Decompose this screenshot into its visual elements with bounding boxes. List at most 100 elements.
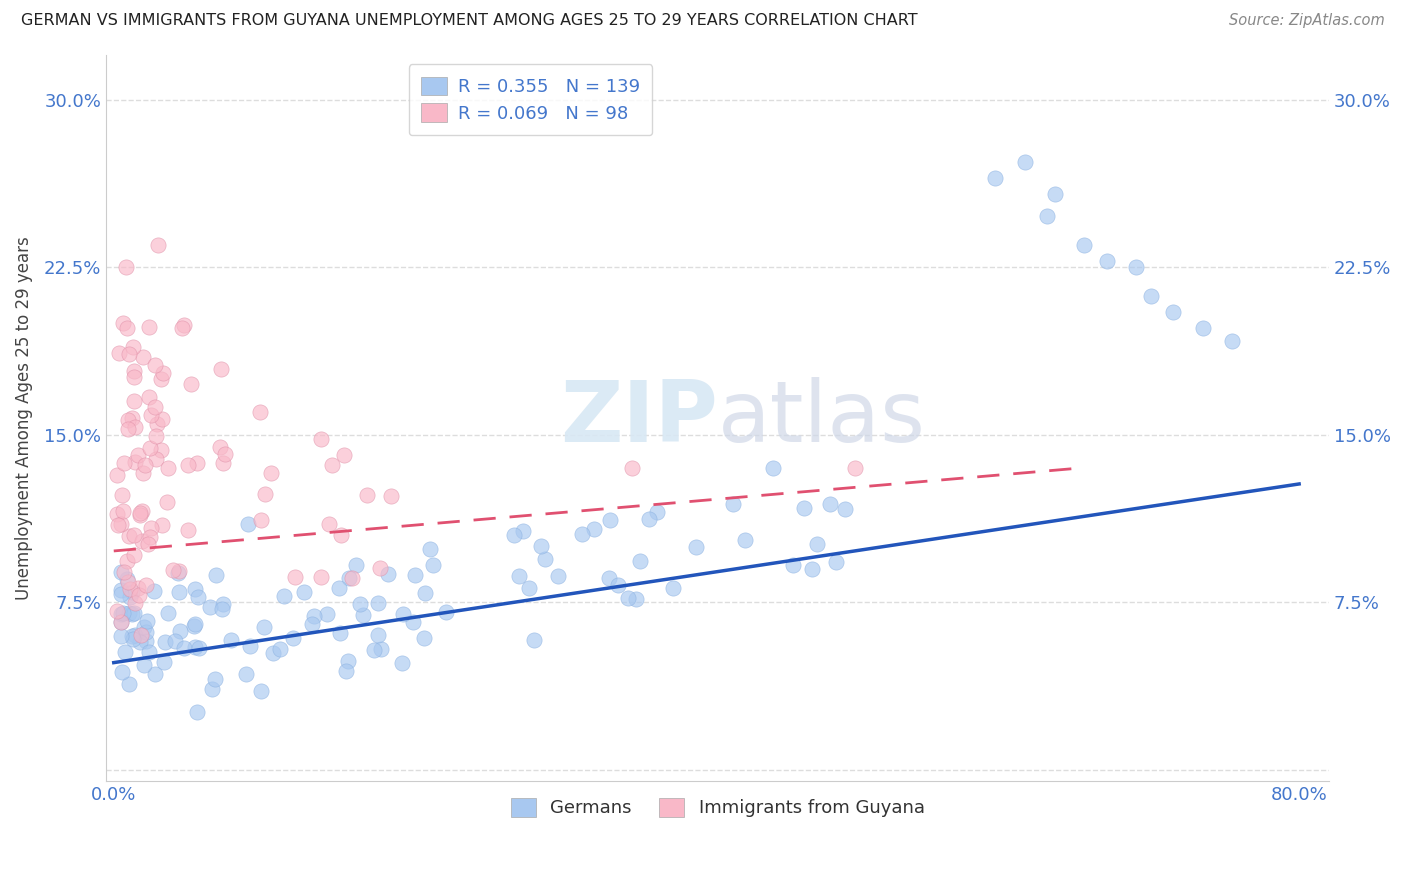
- Point: [111, 665, 134, 679]
- Point: [167, 585, 190, 599]
- Point: [1222, 334, 1244, 348]
- Point: [134, 657, 156, 672]
- Y-axis label: Unemployment Among Ages 25 to 29 years: Unemployment Among Ages 25 to 29 years: [15, 236, 32, 600]
- Text: Source: ZipAtlas.com: Source: ZipAtlas.com: [1229, 13, 1385, 29]
- Point: [530, 539, 553, 553]
- Point: [167, 566, 190, 581]
- Point: [523, 633, 546, 648]
- Point: [352, 607, 374, 622]
- Point: [110, 615, 132, 629]
- Point: [281, 631, 304, 645]
- Point: [273, 590, 295, 604]
- Point: [321, 458, 343, 473]
- Point: [503, 527, 526, 541]
- Point: [404, 568, 426, 582]
- Point: [112, 316, 135, 330]
- Point: [150, 443, 173, 458]
- Point: [571, 527, 593, 541]
- Point: [121, 585, 143, 599]
- Point: [356, 488, 378, 502]
- Point: [129, 506, 152, 520]
- Point: [249, 405, 271, 419]
- Point: [139, 409, 162, 423]
- Point: [150, 517, 173, 532]
- Point: [413, 631, 436, 645]
- Point: [624, 591, 647, 606]
- Point: [208, 440, 231, 454]
- Point: [621, 461, 644, 475]
- Point: [645, 505, 668, 519]
- Point: [122, 632, 145, 646]
- Point: [110, 615, 132, 630]
- Point: [143, 358, 166, 372]
- Text: GERMAN VS IMMIGRANTS FROM GUYANA UNEMPLOYMENT AMONG AGES 25 TO 29 YEARS CORRELAT: GERMAN VS IMMIGRANTS FROM GUYANA UNEMPLO…: [21, 13, 918, 29]
- Point: [156, 495, 179, 509]
- Point: [209, 361, 232, 376]
- Point: [422, 558, 444, 572]
- Point: [318, 517, 340, 532]
- Point: [131, 504, 153, 518]
- Point: [122, 606, 145, 620]
- Point: [157, 461, 180, 475]
- Point: [129, 628, 152, 642]
- Point: [110, 583, 132, 598]
- Point: [124, 364, 146, 378]
- Point: [301, 616, 323, 631]
- Point: [801, 562, 824, 576]
- Point: [107, 518, 129, 533]
- Point: [184, 582, 207, 597]
- Point: [155, 635, 177, 649]
- Point: [377, 567, 399, 582]
- Point: [599, 513, 621, 527]
- Point: [150, 412, 173, 426]
- Point: [547, 568, 569, 582]
- Point: [349, 598, 371, 612]
- Point: [152, 366, 174, 380]
- Point: [129, 635, 152, 649]
- Point: [122, 369, 145, 384]
- Point: [598, 571, 620, 585]
- Point: [176, 458, 198, 473]
- Point: [138, 644, 160, 658]
- Point: [200, 600, 222, 615]
- Point: [107, 345, 129, 359]
- Point: [236, 516, 259, 531]
- Point: [344, 558, 367, 573]
- Point: [111, 606, 134, 620]
- Text: atlas: atlas: [717, 376, 925, 459]
- Point: [284, 570, 307, 584]
- Point: [169, 624, 191, 638]
- Point: [134, 458, 156, 472]
- Point: [292, 585, 315, 599]
- Point: [1043, 186, 1066, 201]
- Point: [146, 238, 169, 252]
- Point: [1036, 209, 1059, 223]
- Point: [121, 340, 143, 354]
- Point: [118, 677, 141, 691]
- Point: [1140, 289, 1163, 303]
- Point: [145, 667, 167, 681]
- Point: [121, 411, 143, 425]
- Point: [173, 641, 195, 656]
- Point: [201, 682, 224, 697]
- Point: [143, 401, 166, 415]
- Point: [143, 584, 166, 599]
- Point: [617, 591, 640, 605]
- Point: [118, 347, 141, 361]
- Point: [110, 566, 132, 580]
- Point: [685, 540, 707, 554]
- Point: [252, 620, 274, 634]
- Point: [219, 633, 242, 648]
- Point: [162, 563, 184, 577]
- Point: [132, 350, 155, 364]
- Point: [186, 456, 208, 470]
- Point: [124, 628, 146, 642]
- Point: [120, 590, 142, 604]
- Point: [239, 640, 262, 654]
- Point: [122, 394, 145, 409]
- Point: [380, 490, 402, 504]
- Point: [1191, 320, 1213, 334]
- Point: [721, 497, 744, 511]
- Point: [138, 391, 160, 405]
- Point: [136, 615, 159, 629]
